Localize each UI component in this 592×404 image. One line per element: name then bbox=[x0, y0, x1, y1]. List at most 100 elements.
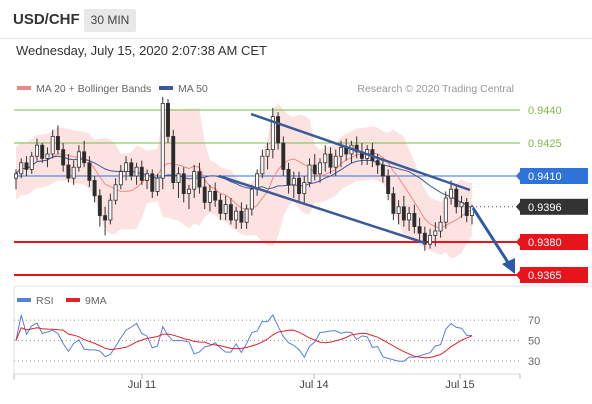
candle bbox=[145, 169, 150, 190]
ma20-line bbox=[15, 152, 473, 229]
candle bbox=[45, 147, 50, 168]
level-label-0.9425: 0.9425 bbox=[528, 138, 562, 150]
candle bbox=[71, 160, 76, 185]
candle-body-down bbox=[66, 164, 71, 179]
bollinger-band-area bbox=[16, 103, 472, 259]
ma20-legend-label: MA 20 + Bollinger Bands bbox=[36, 83, 151, 95]
trend-channel bbox=[218, 112, 471, 245]
price-legend: MA 20 + Bollinger Bands MA 50 Research ©… bbox=[17, 83, 514, 95]
level-label-0.9380: 0.9380 bbox=[528, 237, 562, 249]
forecast-arrow-shaft bbox=[471, 207, 511, 265]
candle-body-up bbox=[234, 210, 239, 221]
candle bbox=[281, 136, 286, 176]
candle-body-down bbox=[464, 201, 469, 216]
ma50-legend-swatch bbox=[159, 86, 173, 90]
candle-body-up bbox=[223, 204, 228, 214]
timeframe-badge[interactable]: 30 MIN bbox=[84, 9, 136, 32]
candle-body-down bbox=[92, 179, 97, 197]
forecast-arrow bbox=[471, 207, 515, 274]
candle bbox=[396, 200, 401, 225]
forecast-arrow-head bbox=[502, 258, 515, 274]
ma20-legend-swatch bbox=[17, 86, 31, 90]
level-label-0.9396: 0.9396 bbox=[528, 202, 562, 214]
candle bbox=[207, 184, 212, 212]
candle bbox=[265, 143, 270, 170]
x-tick-label: Jul 11 bbox=[128, 379, 157, 391]
candle-body-down bbox=[181, 173, 186, 195]
candle bbox=[87, 156, 92, 187]
candle-body-up bbox=[291, 177, 296, 186]
candle bbox=[150, 169, 155, 198]
candle-body-down bbox=[197, 171, 202, 188]
candle bbox=[328, 147, 333, 174]
candle-body-down bbox=[24, 162, 29, 170]
candle bbox=[34, 138, 39, 161]
candle bbox=[312, 154, 317, 181]
candle bbox=[291, 171, 296, 198]
candle-body-up bbox=[428, 234, 433, 245]
candle bbox=[192, 165, 197, 198]
candle bbox=[176, 167, 181, 198]
candle bbox=[181, 167, 186, 203]
candle bbox=[66, 154, 71, 183]
candle bbox=[234, 206, 239, 229]
level-label-0.9440: 0.9440 bbox=[528, 105, 562, 117]
candle-body-down bbox=[380, 164, 385, 177]
candle bbox=[129, 158, 134, 181]
candle-body-down bbox=[103, 215, 108, 221]
candle bbox=[92, 176, 97, 203]
candle bbox=[14, 169, 18, 190]
candle-body-up bbox=[302, 182, 307, 195]
candle bbox=[197, 162, 202, 194]
candle-body-down bbox=[171, 135, 176, 183]
level-label-0.9410: 0.9410 bbox=[528, 171, 562, 183]
candle-body-up bbox=[45, 153, 50, 159]
candle bbox=[55, 125, 60, 154]
candle-body-down bbox=[202, 186, 207, 203]
candle bbox=[260, 149, 265, 179]
candle-body-up bbox=[459, 201, 464, 208]
candle-body-up bbox=[323, 153, 328, 164]
candle-body-up bbox=[113, 184, 118, 201]
candle-body-up bbox=[192, 171, 197, 190]
candle bbox=[166, 99, 170, 143]
candle-body-up bbox=[265, 149, 270, 157]
candle-body-down bbox=[150, 173, 155, 192]
candle bbox=[401, 195, 406, 227]
candle-body-up bbox=[124, 162, 129, 173]
candle bbox=[124, 156, 129, 181]
candle bbox=[108, 193, 113, 225]
candle-body-down bbox=[139, 166, 144, 181]
candle bbox=[386, 169, 391, 201]
candle-body-down bbox=[129, 162, 134, 177]
candle-body-down bbox=[61, 149, 66, 166]
ma50-legend-label: MA 50 bbox=[178, 83, 208, 95]
candle-body-down bbox=[401, 206, 406, 221]
candle bbox=[407, 206, 412, 231]
candle-body-down bbox=[297, 177, 302, 194]
candle bbox=[302, 176, 307, 203]
candle bbox=[202, 178, 207, 209]
candle-body-up bbox=[34, 144, 39, 157]
candle bbox=[428, 228, 433, 249]
candle-body-down bbox=[166, 103, 170, 137]
candle-body-up bbox=[186, 188, 191, 194]
candle-body-down bbox=[454, 188, 459, 208]
rsi-legend-swatch bbox=[17, 298, 31, 302]
candle-body-up bbox=[438, 221, 443, 232]
candle-body-down bbox=[412, 212, 417, 227]
candle bbox=[118, 165, 123, 190]
candle-body-up bbox=[433, 230, 438, 236]
candle-body-up bbox=[160, 103, 165, 179]
candle bbox=[134, 162, 139, 185]
candle bbox=[97, 189, 102, 227]
rsi-tick-label: 30 bbox=[528, 356, 540, 368]
candle bbox=[19, 158, 24, 179]
candle bbox=[218, 193, 223, 220]
ma50-line bbox=[15, 155, 473, 209]
candle-body-down bbox=[312, 164, 317, 175]
rsi-legend-label: RSI bbox=[36, 295, 54, 307]
level-tag-0.9365 bbox=[520, 267, 588, 283]
candle-body-up bbox=[19, 162, 24, 175]
candle-body-up bbox=[108, 199, 113, 221]
